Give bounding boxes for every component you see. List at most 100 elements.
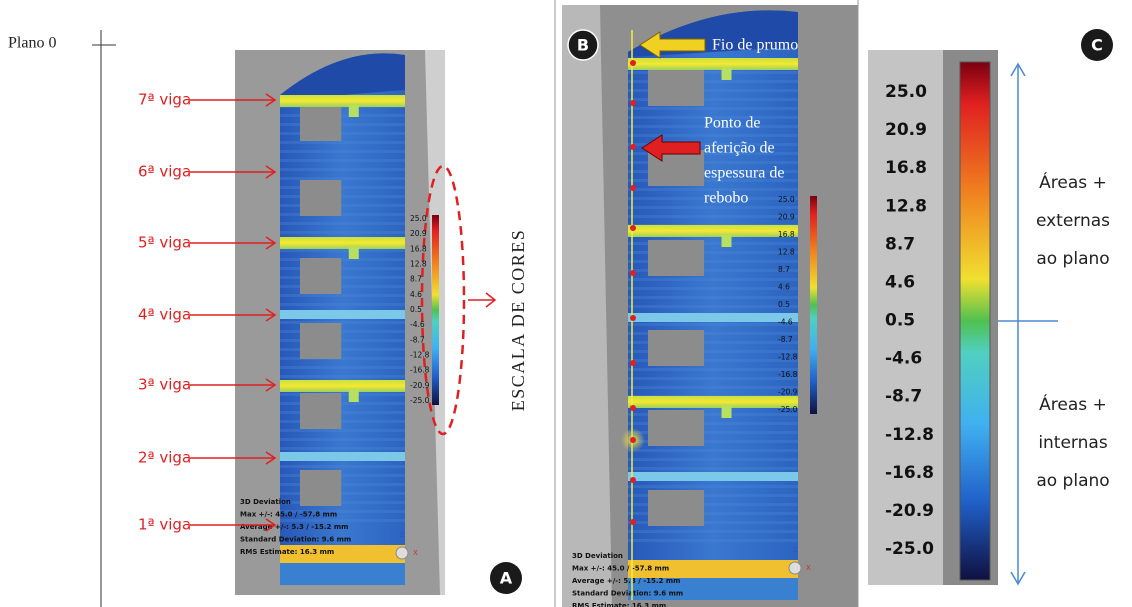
scale-label: -16.8 [410,366,430,375]
texture [280,474,405,477]
texture [280,483,405,486]
texture [280,492,405,495]
measure-label-line: Ponto de [704,115,760,132]
texture [628,449,798,452]
beam-drop [349,390,359,402]
texture [280,123,405,126]
texture [280,348,405,351]
badge-label: C [1091,36,1103,55]
texture [628,485,798,488]
texture [280,258,405,261]
measure-point [630,100,636,106]
texture [280,141,405,144]
scale-label: 16.8 [778,230,795,239]
scale-label: -4.6 [410,320,425,329]
scale-label: -4.6 [885,349,922,369]
scale-label: 20.9 [778,213,795,222]
measure-point [630,185,636,191]
texture [280,231,405,234]
axis-icon [396,547,408,559]
area-label: externas [1036,211,1110,231]
window [648,490,704,526]
texture [280,177,405,180]
panel-a: Plano 0 3D Deviation Max +/-: 45.0 / -57.… [8,0,555,607]
texture [280,402,405,405]
texture [280,159,405,162]
window [300,393,341,429]
texture [280,222,405,225]
measure-point [630,225,636,231]
measure-label-line: espessura de [704,165,784,182]
texture [280,249,405,252]
beam-label: 7ª viga [138,91,191,109]
info-line: Max +/-: 45.0 / -57.8 mm [240,511,337,519]
window [300,323,341,359]
window [648,330,704,366]
texture [280,276,405,279]
beam [280,380,405,392]
texture [280,447,405,450]
texture [280,501,405,504]
texture [280,339,405,342]
scale-label: -25.0 [778,405,798,414]
scale-label: 4.6 [410,290,422,299]
color-bar [432,215,439,405]
measure-point [630,405,636,411]
beam-label: 2ª viga [138,449,191,467]
badge-label: B [577,36,589,55]
scale-label: -4.6 [778,318,793,327]
texture [280,186,405,189]
info-line: Average +/-: 5.3 / -15.2 mm [240,523,348,531]
axis-icon [789,562,801,574]
area-label: ao plano [1036,471,1109,491]
panel-c: 25.020.916.812.88.74.60.5-4.6-8.7-12.8-1… [868,29,1113,585]
scale-label: 12.8 [885,196,927,216]
info-line: Average +/-: 5.3 / -15.2 mm [572,577,680,585]
window [300,180,341,216]
scale-label: 12.8 [410,260,427,269]
texture [628,386,798,389]
info-line: Standard Deviation: 9.6 mm [240,536,351,544]
texture [280,420,405,423]
texture [628,368,798,371]
scale-label: 4.6 [778,283,790,292]
scale-label: -20.9 [410,381,430,390]
measure-label-line: aferição de [704,140,775,157]
panel-b: 3D DeviationMax +/-: 45.0 / -57.8 mmAver… [562,0,858,607]
area-label: internas [1038,433,1108,453]
area-label: ao plano [1036,249,1109,269]
info-line: Standard Deviation: 9.6 mm [572,590,683,598]
texture [628,305,798,308]
axis-letter: X [806,564,811,572]
scale-label: 8.7 [885,234,915,254]
scale-label: -25.0 [885,539,934,559]
texture [628,539,798,542]
figure: Plano 0 3D DeviationMax +/-: 45.0 / -57.… [0,0,1132,607]
plane-label: Plano 0 [8,35,56,52]
beam-drop [349,247,359,259]
beam-label: 1ª viga [138,516,191,534]
texture [628,467,798,470]
beam-drop [722,235,732,247]
beam-label: 3ª viga [138,376,191,394]
texture [280,375,405,378]
measure-point [630,60,636,66]
texture [280,267,405,270]
beam [280,310,405,319]
beam [280,95,405,107]
texture [280,465,405,468]
measure-point [630,360,636,366]
info-line: 3D Deviation [240,498,291,506]
texture [280,195,405,198]
measure-point [630,519,636,525]
window [648,70,704,106]
scale-label: -8.7 [410,335,425,344]
scale-label: -12.8 [778,353,798,362]
beam [280,452,405,461]
scale-label: 4.6 [885,272,915,292]
beam [628,472,798,481]
scale-label: 8.7 [778,265,790,274]
texture [628,296,798,299]
beam [628,396,798,408]
